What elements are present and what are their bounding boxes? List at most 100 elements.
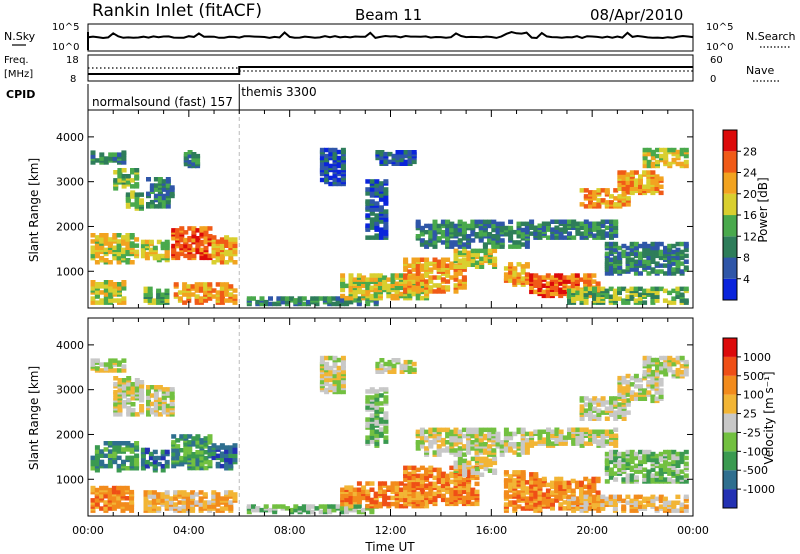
data-cell xyxy=(228,463,234,469)
data-cell xyxy=(658,494,664,500)
data-cell xyxy=(570,478,576,484)
data-cell xyxy=(169,401,175,407)
data-cell xyxy=(352,495,358,501)
colorbar-swatch xyxy=(723,375,737,395)
data-cell xyxy=(675,259,681,264)
data-cell xyxy=(348,499,354,505)
data-cell xyxy=(537,275,543,280)
data-cell xyxy=(103,500,109,505)
data-blob xyxy=(211,443,238,471)
nsky-panel: N.Sky 10^5 10^0 10^5 10^0 N.Search xyxy=(4,22,796,53)
data-cell xyxy=(113,170,119,175)
data-cell xyxy=(90,253,96,259)
data-cell xyxy=(524,486,530,491)
data-cell xyxy=(340,383,346,389)
data-cell xyxy=(387,365,393,371)
data-cell xyxy=(487,433,493,439)
nsky-trace xyxy=(87,30,694,50)
data-cell xyxy=(440,240,446,245)
data-cell xyxy=(284,296,290,301)
data-cell xyxy=(386,287,392,293)
data-cell xyxy=(373,491,379,497)
data-cell xyxy=(99,368,105,373)
data-cell xyxy=(94,358,100,363)
data-cell xyxy=(124,485,130,491)
data-cell xyxy=(332,379,338,385)
data-cell xyxy=(562,219,568,224)
data-cell xyxy=(183,152,189,157)
data-cell xyxy=(411,150,417,155)
data-cell xyxy=(658,241,664,247)
data-cell xyxy=(642,477,648,482)
data-cell xyxy=(583,219,589,224)
data-cell xyxy=(181,508,187,513)
data-cell xyxy=(491,240,497,245)
data-cell xyxy=(595,476,601,482)
data-cell xyxy=(432,427,438,433)
data-cell xyxy=(328,365,334,371)
data-cell xyxy=(638,188,643,194)
data-cell xyxy=(595,287,601,292)
data-cell xyxy=(508,448,514,453)
colorbar-swatch xyxy=(723,130,737,152)
data-cell xyxy=(579,231,585,236)
data-cell xyxy=(457,244,463,249)
data-cell xyxy=(445,257,451,262)
data-cell xyxy=(432,467,438,473)
data-blob xyxy=(503,470,543,513)
data-cell xyxy=(215,247,221,253)
data-cell xyxy=(432,219,438,225)
data-cell xyxy=(533,429,539,434)
data-cell xyxy=(516,240,522,245)
data-cell xyxy=(462,248,468,254)
data-cell xyxy=(108,156,114,161)
data-cell xyxy=(336,169,342,175)
data-cell xyxy=(428,289,434,294)
data-cell xyxy=(642,496,648,502)
data-cell xyxy=(445,227,451,233)
data-cell xyxy=(567,504,572,509)
data-cell xyxy=(567,427,572,432)
data-cell xyxy=(344,504,350,509)
data-cell xyxy=(107,249,113,255)
data-cell xyxy=(621,390,627,395)
data-cell xyxy=(579,235,585,240)
data-cell xyxy=(276,296,282,301)
data-cell xyxy=(595,281,601,286)
data-cell xyxy=(327,504,333,509)
data-blob xyxy=(579,188,631,209)
data-cell xyxy=(203,455,209,461)
data-cell xyxy=(369,199,375,204)
data-cell xyxy=(185,506,191,511)
data-cell xyxy=(470,238,476,243)
data-cell xyxy=(554,219,560,224)
data-cell xyxy=(541,476,547,482)
data-cell xyxy=(574,273,580,278)
data-cell xyxy=(411,285,417,290)
data-cell xyxy=(207,446,213,451)
data-cell xyxy=(211,235,217,240)
data-cell xyxy=(613,410,619,415)
data-cell xyxy=(195,243,201,249)
nsky-label: N.Sky xyxy=(4,30,36,43)
data-cell xyxy=(373,277,379,282)
data-blob xyxy=(140,239,170,263)
data-cell xyxy=(453,248,459,254)
data-cell xyxy=(633,259,639,264)
data-cell xyxy=(156,288,162,294)
data-cell xyxy=(625,245,631,251)
data-cell xyxy=(340,369,346,375)
data-cell xyxy=(529,289,535,295)
data-cell xyxy=(667,365,673,371)
data-cell xyxy=(453,277,459,282)
data-cell xyxy=(175,251,181,257)
data-cell xyxy=(203,298,209,303)
data-cell xyxy=(103,362,109,367)
data-cell xyxy=(633,392,639,397)
data-cell xyxy=(655,365,660,371)
data-cell xyxy=(503,490,509,495)
data-cell xyxy=(654,261,660,266)
data-cell xyxy=(194,294,200,299)
data-cell xyxy=(436,485,442,491)
data-cell xyxy=(432,289,438,294)
